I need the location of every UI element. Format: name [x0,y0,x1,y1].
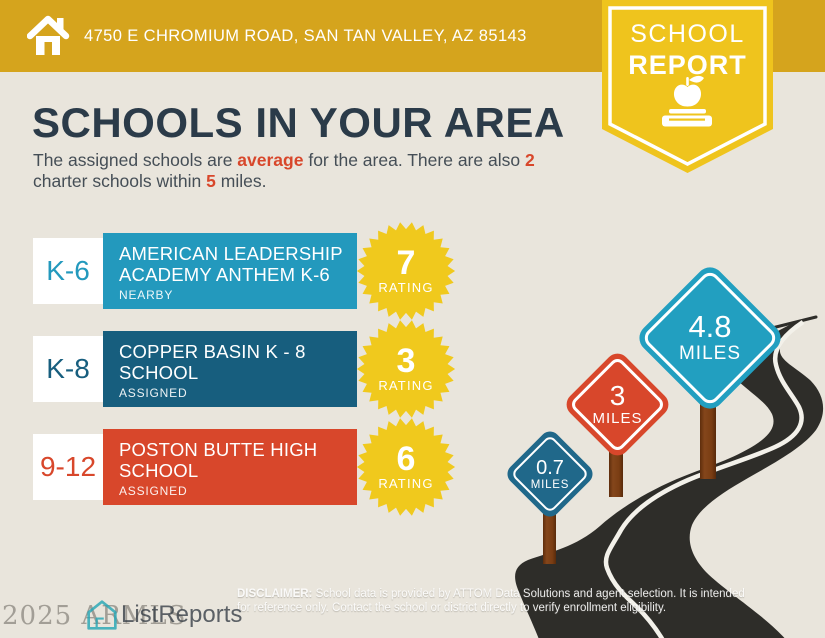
sign-label: 4.8 MILES [678,309,742,364]
intro-line-2: charter schools within 5 miles. [33,171,267,191]
school-bar: COPPER BASIN K - 8 SCHOOL ASSIGNED [103,331,357,407]
school-name: POSTON BUTTE HIGH SCHOOL [119,439,318,481]
school-status: ASSIGNED [119,484,188,498]
school-bar: AMERICAN LEADERSHIP ACADEMY ANTHEM K-6 N… [103,233,357,309]
logo-text: ListReports [121,601,243,628]
school-row: K-6 AMERICAN LEADERSHIP ACADEMY ANTHEM K… [0,222,470,320]
school-row: 9-12 POSTON BUTTE HIGH SCHOOL ASSIGNED 6… [0,418,470,516]
rating-label: RATING [378,280,434,295]
disclaimer-line-2: for reference only. Contact the school o… [237,602,667,614]
distance-sign-4.8-miles: 4.8 MILES [633,261,787,415]
starburst-icon [356,320,456,418]
school-bar: POSTON BUTTE HIGH SCHOOL ASSIGNED [103,429,357,505]
armls-watermark: 2025 ARMLS [2,601,187,631]
page-title: SCHOOLS IN YOUR AREA [32,99,565,146]
intro-highlight-count: 2 [524,150,535,170]
intro-highlight-miles: 5 [206,171,216,191]
intro-text: The assigned schools are average for the… [33,150,535,192]
rating-label: RATING [378,476,434,491]
intro-line-1: The assigned schools are average for the… [33,150,535,170]
rating-value: 7 [396,244,416,282]
badge-word-report: REPORT [628,50,747,80]
sign-label: 3 MILES [592,380,643,427]
grade-range-badge: K-6 [33,238,103,304]
school-status: NEARBY [119,288,174,302]
starburst-icon [356,418,456,516]
disclaimer-line-1: DISCLAIMER: School data is provided by A… [237,588,745,600]
rating-value: 3 [396,342,416,380]
school-report-badge [602,0,773,173]
intro-highlight-average: average [237,150,304,170]
rating-badge: 7 RATING [356,221,456,321]
school-name: COPPER BASIN K - 8 SCHOOL [119,341,306,383]
rating-value: 6 [396,440,416,478]
school-name: AMERICAN LEADERSHIP ACADEMY ANTHEM K-6 [119,243,343,285]
rating-label: RATING [378,378,434,393]
grade-range-badge: K-8 [33,336,103,402]
apple-icon [673,75,704,107]
badge-word-school: SCHOOL [630,20,745,48]
house-outline-icon [87,600,117,630]
starburst-icon [356,222,456,320]
book-icon [662,109,712,127]
grade-range-badge: 9-12 [33,434,103,500]
badge-text: SCHOOL REPORT [602,0,773,81]
disclaimer-text: DISCLAIMER: School data is provided by A… [237,587,777,615]
rating-badge: 6 RATING [356,417,456,517]
listreports-logo: ListReports [86,598,242,632]
property-address: 4750 E CHROMIUM ROAD, SAN TAN VALLEY, AZ… [84,26,527,45]
rating-badge: 3 RATING [356,319,456,419]
school-status: ASSIGNED [119,386,188,400]
sign-label: 0.7 MILES [530,456,570,491]
house-icon [27,15,70,55]
school-row: K-8 COPPER BASIN K - 8 SCHOOL ASSIGNED 3… [0,320,470,418]
